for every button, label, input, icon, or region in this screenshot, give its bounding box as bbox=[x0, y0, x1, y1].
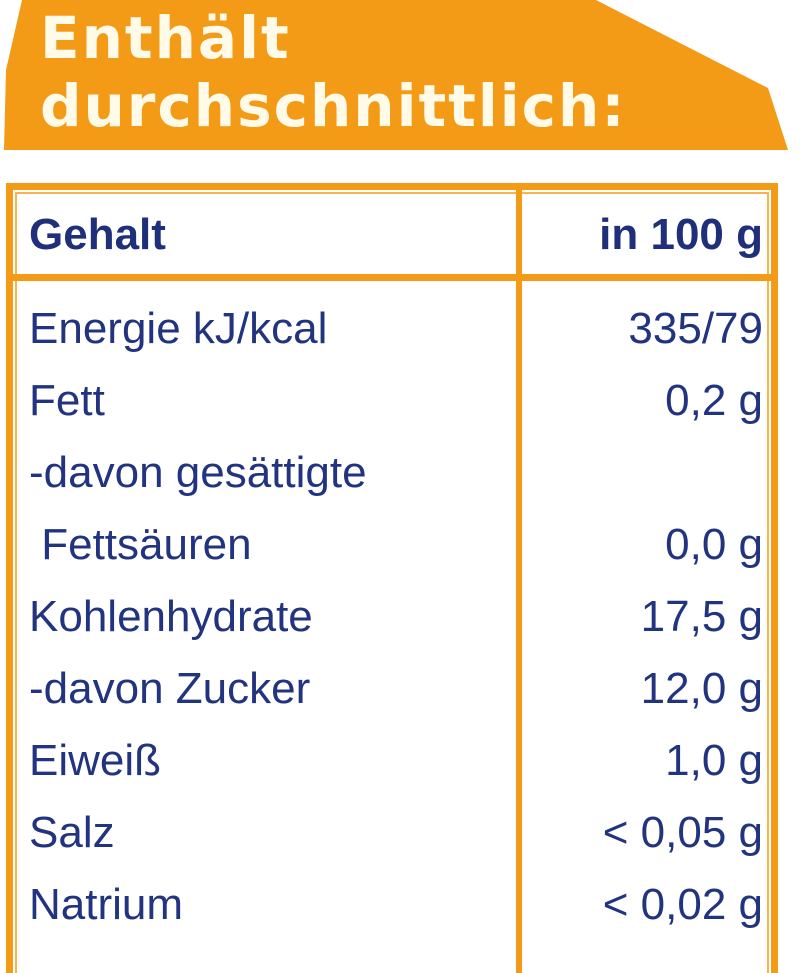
header-divider bbox=[13, 274, 771, 281]
nutrient-value: 17,5 g bbox=[640, 592, 763, 641]
nutrient-name: Salz bbox=[29, 808, 115, 857]
nutrient-name: Energie kJ/kcal bbox=[29, 304, 328, 353]
header-value: in 100 g bbox=[599, 210, 763, 259]
table-row: Kohlenhydrate 17,5 g bbox=[13, 584, 771, 656]
nutrient-name: Fett bbox=[29, 376, 105, 425]
banner-line-2: durchschnittlich: bbox=[40, 72, 627, 140]
nutrition-table: Gehalt in 100 g Energie kJ/kcal 335/79 Fet… bbox=[6, 183, 778, 973]
nutrient-name: Eiweiß bbox=[29, 736, 162, 785]
table-row: Eiweiß 1,0 g bbox=[13, 728, 771, 800]
banner-shape bbox=[4, 0, 788, 150]
nutrition-rows: Energie kJ/kcal 335/79 Fett 0,2 g -davon ges… bbox=[13, 296, 771, 944]
nutrient-value: < 0,02 g bbox=[602, 880, 763, 929]
nutrient-name: Kohlenhydrate bbox=[29, 592, 313, 641]
table-row: Energie kJ/kcal 335/79 bbox=[13, 296, 771, 368]
header-banner: Enthält durchschnittlich: bbox=[0, 0, 800, 152]
header-name: Gehalt bbox=[29, 210, 166, 259]
nutrient-value: 12,0 g bbox=[640, 664, 763, 713]
nutrient-name: -davon gesättigte bbox=[29, 448, 367, 497]
nutrient-value: 1,0 g bbox=[665, 736, 763, 785]
nutrient-name: -davon Zucker bbox=[29, 664, 311, 713]
banner-line-1: Enthält bbox=[40, 4, 291, 72]
table-row: -davon gesättigte bbox=[13, 440, 771, 512]
nutrient-value: 0,2 g bbox=[665, 376, 763, 425]
nutrient-name: Fettsäuren bbox=[29, 520, 252, 569]
nutrient-name: Natrium bbox=[29, 880, 184, 929]
table-row: Fett 0,2 g bbox=[13, 368, 771, 440]
table-row: -davon Zucker 12,0 g bbox=[13, 656, 771, 728]
table-row: Salz < 0,05 g bbox=[13, 800, 771, 872]
table-row: Natrium < 0,02 g bbox=[13, 872, 771, 944]
column-divider bbox=[516, 190, 522, 973]
banner-title: Enthält durchschnittlich: bbox=[40, 4, 627, 140]
nutrient-value: 335/79 bbox=[628, 304, 763, 353]
table-row: Fettsäuren 0,0 g bbox=[13, 512, 771, 584]
nutrient-value: 0,0 g bbox=[665, 520, 763, 569]
nutrient-value: < 0,05 g bbox=[602, 808, 763, 857]
